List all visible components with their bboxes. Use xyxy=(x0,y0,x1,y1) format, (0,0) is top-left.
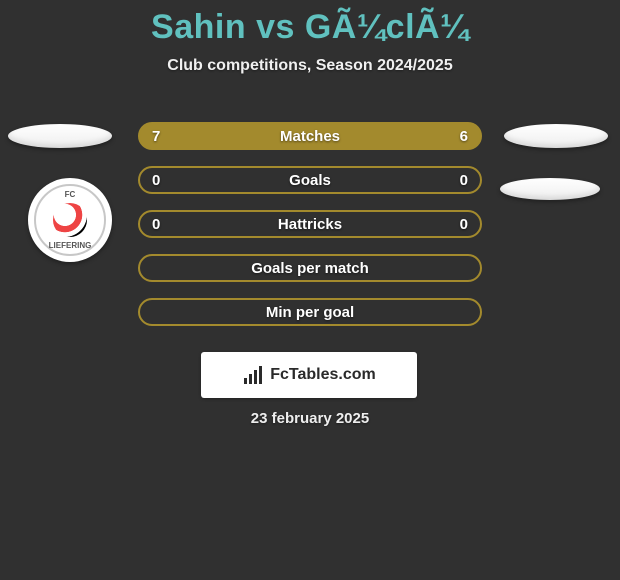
stat-label: Matches xyxy=(280,128,340,145)
stat-bars: 7 Matches 6 0 Goals 0 0 Hattricks 0 Goal… xyxy=(138,122,482,342)
stat-bar: Min per goal xyxy=(138,298,482,326)
comparison-card: Sahin vs GÃ¼clÃ¼ Club competitions, Seas… xyxy=(0,0,620,580)
club-badge-bottom-text: LIEFERING xyxy=(36,241,104,250)
brand-text: FcTables.com xyxy=(270,366,376,384)
stat-bar: 0 Hattricks 0 xyxy=(138,210,482,238)
player-slot-right xyxy=(504,124,608,148)
stat-label: Goals xyxy=(289,172,331,189)
stat-bar: 7 Matches 6 xyxy=(138,122,482,150)
stat-label: Goals per match xyxy=(251,260,369,277)
brand-badge: FcTables.com xyxy=(201,352,417,398)
club-slot-right xyxy=(500,178,600,200)
club-badge-left: FC LIEFERING xyxy=(28,178,112,262)
chart-icon xyxy=(242,364,264,386)
stat-right-value: 0 xyxy=(460,172,468,189)
footer-date: 23 february 2025 xyxy=(0,410,620,427)
club-badge-top-text: FC xyxy=(36,190,104,199)
stat-left-value: 7 xyxy=(152,128,160,145)
player-slot-left xyxy=(8,124,112,148)
stat-left-value: 0 xyxy=(152,216,160,233)
page-title: Sahin vs GÃ¼clÃ¼ xyxy=(0,0,620,47)
page-subtitle: Club competitions, Season 2024/2025 xyxy=(0,57,620,75)
stat-label: Min per goal xyxy=(266,304,354,321)
stat-bar: 0 Goals 0 xyxy=(138,166,482,194)
stat-right-value: 0 xyxy=(460,216,468,233)
stat-bar: Goals per match xyxy=(138,254,482,282)
stat-left-value: 0 xyxy=(152,172,160,189)
stat-label: Hattricks xyxy=(278,216,342,233)
stat-right-value: 6 xyxy=(460,128,468,145)
